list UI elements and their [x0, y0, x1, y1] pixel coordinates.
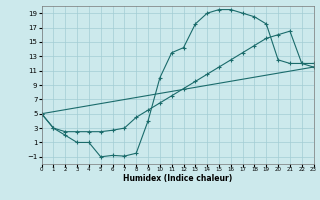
X-axis label: Humidex (Indice chaleur): Humidex (Indice chaleur): [123, 174, 232, 183]
